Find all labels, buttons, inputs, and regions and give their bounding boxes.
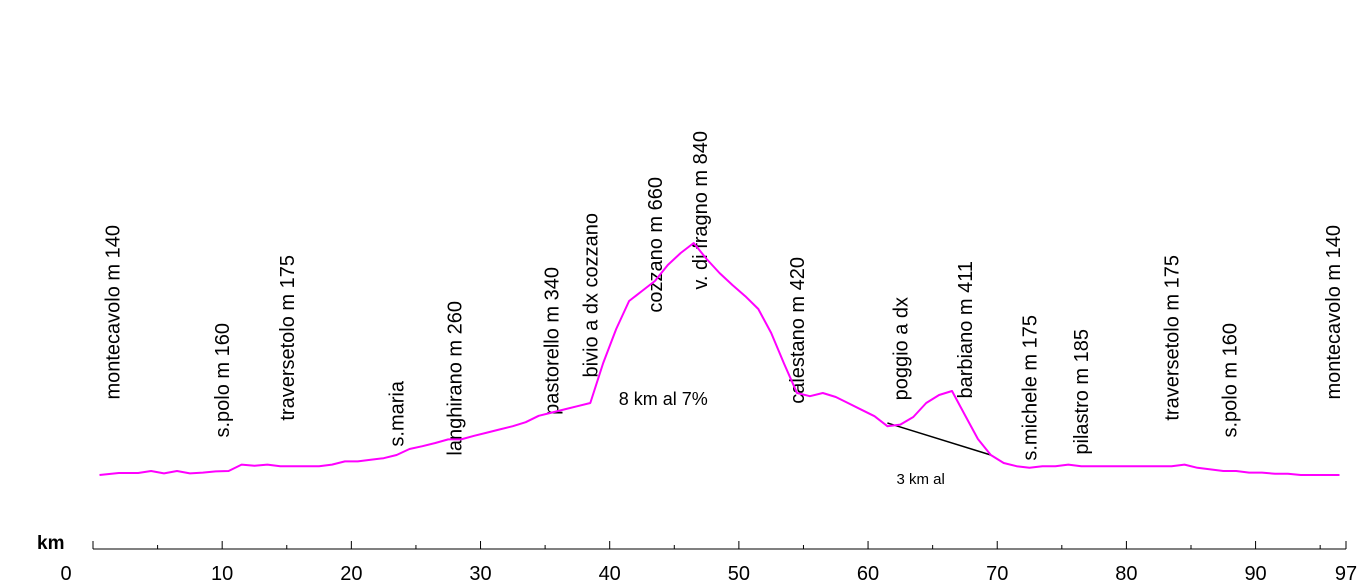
x-tick-label: 90 xyxy=(1244,563,1266,585)
annotations: 8 km al 7% 3 km al xyxy=(619,389,991,488)
place-label: v. di fragno m 840 xyxy=(690,131,712,290)
x-tick-label: 70 xyxy=(986,563,1008,585)
gradient-annotation-text: 8 km al 7% xyxy=(619,389,708,409)
place-label: pilastro m 185 xyxy=(1071,329,1093,455)
x-tick-label: 97 xyxy=(1335,563,1357,585)
place-label: s.polo m 160 xyxy=(212,323,234,438)
x-tick-label: 40 xyxy=(599,563,621,585)
x-tick-label: 30 xyxy=(469,563,491,585)
place-labels: montecavolo m 140 s.polo m 160 traversetol… xyxy=(102,131,1345,461)
place-label: s.michele m 175 xyxy=(1020,315,1042,461)
place-label: barbiano m 411 xyxy=(955,261,977,399)
place-label: montecavolo m 140 xyxy=(102,225,124,400)
place-label: s.polo m 160 xyxy=(1220,323,1242,438)
profile-series xyxy=(99,242,1340,476)
place-label: bivio a dx cozzano xyxy=(580,213,602,378)
place-label: s.maria xyxy=(387,380,409,446)
gradient-annotation-line xyxy=(887,422,991,456)
x-axis: 0 10 20 30 40 50 60 70 80 90 97 km xyxy=(37,533,1357,585)
x-tick-label: 20 xyxy=(340,563,362,585)
x-tick-label: 50 xyxy=(728,563,750,585)
x-axis-unit-label: km xyxy=(37,533,64,554)
gradient-annotation-text: 3 km al xyxy=(896,471,944,488)
place-label: traversetolo m 175 xyxy=(1162,255,1184,421)
place-label: montecavolo m 140 xyxy=(1323,225,1345,400)
place-label: traversetolo m 175 xyxy=(277,255,299,421)
x-tick-label: 80 xyxy=(1115,563,1137,585)
elevation-profile-line xyxy=(99,242,1340,476)
place-label: cozzano m 660 xyxy=(645,177,667,313)
x-tick-label: 60 xyxy=(857,563,879,585)
x-tick-label: 10 xyxy=(211,563,233,585)
place-label: calestano m 420 xyxy=(787,257,809,404)
place-label: langhirano m 260 xyxy=(445,301,467,456)
x-tick-label: 0 xyxy=(60,563,71,585)
place-label: poggio a dx xyxy=(890,297,912,400)
place-label: pastorello m 340 xyxy=(542,267,564,415)
